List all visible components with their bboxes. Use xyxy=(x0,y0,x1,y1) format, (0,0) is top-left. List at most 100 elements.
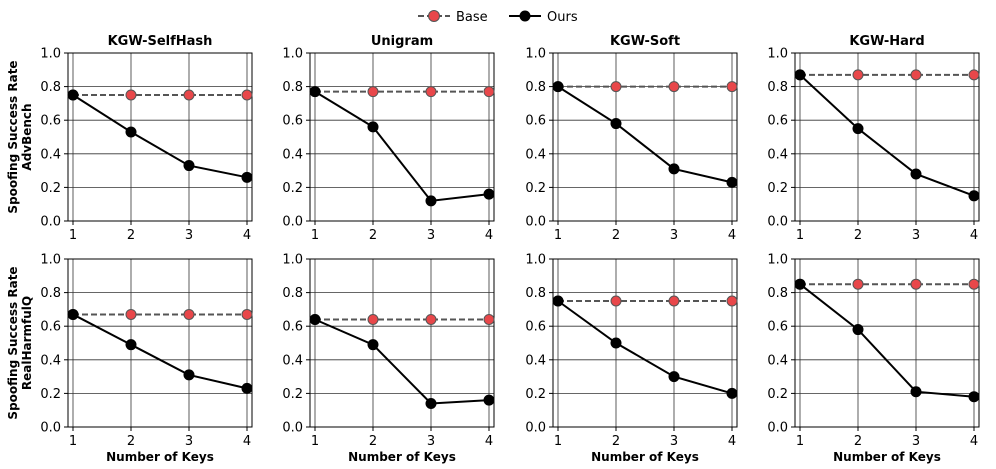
y-tick-label: 0.2 xyxy=(525,387,546,402)
y-tick-label: 0.4 xyxy=(40,147,61,162)
x-tick-label: 1 xyxy=(311,228,319,243)
x-tick-label: 1 xyxy=(311,434,319,449)
y-axis-label-line: Spoofing Success Rate xyxy=(6,60,20,213)
y-tick-label: 0.0 xyxy=(767,215,788,230)
base-data-point xyxy=(367,313,379,325)
base-data-point xyxy=(483,86,495,98)
y-tick-label: 0.0 xyxy=(40,421,61,436)
ours-data-point xyxy=(367,339,379,351)
legend-base-label: Base xyxy=(456,10,488,25)
base-data-point xyxy=(610,81,622,93)
base-data-point xyxy=(968,278,980,290)
ours-data-point xyxy=(309,313,321,325)
ours-data-point xyxy=(852,324,864,336)
y-tick-label: 0.2 xyxy=(40,181,61,196)
base-data-point xyxy=(910,278,922,290)
y-tick-label: 1.0 xyxy=(40,47,61,62)
y-tick-label: 0.0 xyxy=(40,215,61,230)
x-tick-label: 2 xyxy=(369,228,377,243)
ours-data-point xyxy=(309,86,321,98)
ours-data-point xyxy=(183,160,195,172)
y-tick-label: 0.6 xyxy=(525,320,546,335)
axes-frame xyxy=(552,258,738,428)
x-tick-label: 4 xyxy=(243,228,251,243)
ours-data-point xyxy=(183,369,195,381)
legend-ours-marker xyxy=(519,10,531,22)
y-tick-label: 0.6 xyxy=(767,114,788,129)
x-tick-label: 4 xyxy=(970,228,978,243)
ours-data-point xyxy=(425,397,437,409)
subplot-title: KGW-Hard xyxy=(849,34,924,49)
x-tick-label: 2 xyxy=(854,434,862,449)
ours-data-point xyxy=(726,176,738,188)
ours-series-line xyxy=(72,94,248,179)
subplot-3: 0.0 0.2 0.4 0.6 0.8 1.0 1 2 3 4 KGW-Soft xyxy=(525,34,738,243)
ours-series-line xyxy=(314,90,490,202)
ours-series-line xyxy=(799,74,975,197)
x-tick-label: 4 xyxy=(485,434,493,449)
x-tick-label: 4 xyxy=(728,228,736,243)
subplot-title: KGW-Soft xyxy=(610,34,680,49)
axes-frame xyxy=(552,52,738,222)
ours-data-point xyxy=(125,339,137,351)
ours-data-point xyxy=(483,188,495,200)
y-axis-label-line: Spoofing Success Rate xyxy=(6,266,20,419)
ours-data-point xyxy=(67,89,79,101)
y-tick-label: 0.8 xyxy=(40,80,61,95)
subplot-grid: 0.0 0.2 0.4 0.6 0.8 1.0 1 2 3 4 KGW-SelfHash Spoofi… xyxy=(6,34,980,464)
y-tick-label: 1.0 xyxy=(282,47,303,62)
ours-data-point xyxy=(552,81,564,93)
y-tick-label: 0.2 xyxy=(767,387,788,402)
y-tick-label: 0.4 xyxy=(282,353,303,368)
base-data-point xyxy=(726,295,738,307)
y-tick-label: 0.4 xyxy=(282,147,303,162)
ours-data-point xyxy=(968,190,980,202)
base-data-point xyxy=(910,69,922,81)
ours-data-point xyxy=(610,118,622,130)
base-data-point xyxy=(125,89,137,101)
ours-data-point xyxy=(610,337,622,349)
legend: Base Ours xyxy=(418,10,578,25)
x-tick-label: 3 xyxy=(912,228,920,243)
y-tick-label: 1.0 xyxy=(282,253,303,268)
ours-data-point xyxy=(794,278,806,290)
axes-frame xyxy=(309,258,495,428)
legend-base-marker xyxy=(428,10,440,22)
y-tick-label: 0.4 xyxy=(767,353,788,368)
ours-data-point xyxy=(668,163,680,175)
subplot-1: 0.0 0.2 0.4 0.6 0.8 1.0 1 2 3 4 KGW-SelfHash Spoofi… xyxy=(6,34,253,243)
y-tick-label: 0.8 xyxy=(767,80,788,95)
ours-data-point xyxy=(968,391,980,403)
y-tick-label: 1.0 xyxy=(40,253,61,268)
y-tick-label: 0.8 xyxy=(282,80,303,95)
subplot-6: 0.0 0.2 0.4 0.6 0.8 1.0 1 2 3 4 Number of Keys xyxy=(282,253,495,464)
x-tick-label: 3 xyxy=(185,434,193,449)
x-tick-label: 3 xyxy=(670,434,678,449)
base-data-point xyxy=(852,69,864,81)
base-data-point xyxy=(241,308,253,320)
subplot-7: 0.0 0.2 0.4 0.6 0.8 1.0 1 2 3 4 Number of Keys xyxy=(525,253,738,464)
y-axis-label-line: RealHarmfulQ xyxy=(20,296,34,390)
y-tick-label: 0.4 xyxy=(767,147,788,162)
ours-series-line xyxy=(557,300,733,395)
ours-data-point xyxy=(552,295,564,307)
y-tick-label: 0.0 xyxy=(525,215,546,230)
ours-data-point xyxy=(241,382,253,394)
x-tick-label: 1 xyxy=(796,228,804,243)
ours-series-line xyxy=(314,318,490,405)
ours-data-point xyxy=(125,126,137,138)
y-tick-label: 1.0 xyxy=(767,47,788,62)
base-data-point xyxy=(610,295,622,307)
ours-series-line xyxy=(799,283,975,398)
y-tick-label: 0.8 xyxy=(525,286,546,301)
base-data-point xyxy=(852,278,864,290)
y-tick-label: 1.0 xyxy=(525,47,546,62)
y-tick-label: 0.2 xyxy=(282,387,303,402)
y-tick-label: 0.4 xyxy=(40,353,61,368)
y-tick-label: 0.6 xyxy=(525,114,546,129)
y-tick-label: 1.0 xyxy=(767,253,788,268)
base-data-point xyxy=(483,313,495,325)
axes-frame xyxy=(309,52,495,222)
x-tick-label: 3 xyxy=(185,228,193,243)
